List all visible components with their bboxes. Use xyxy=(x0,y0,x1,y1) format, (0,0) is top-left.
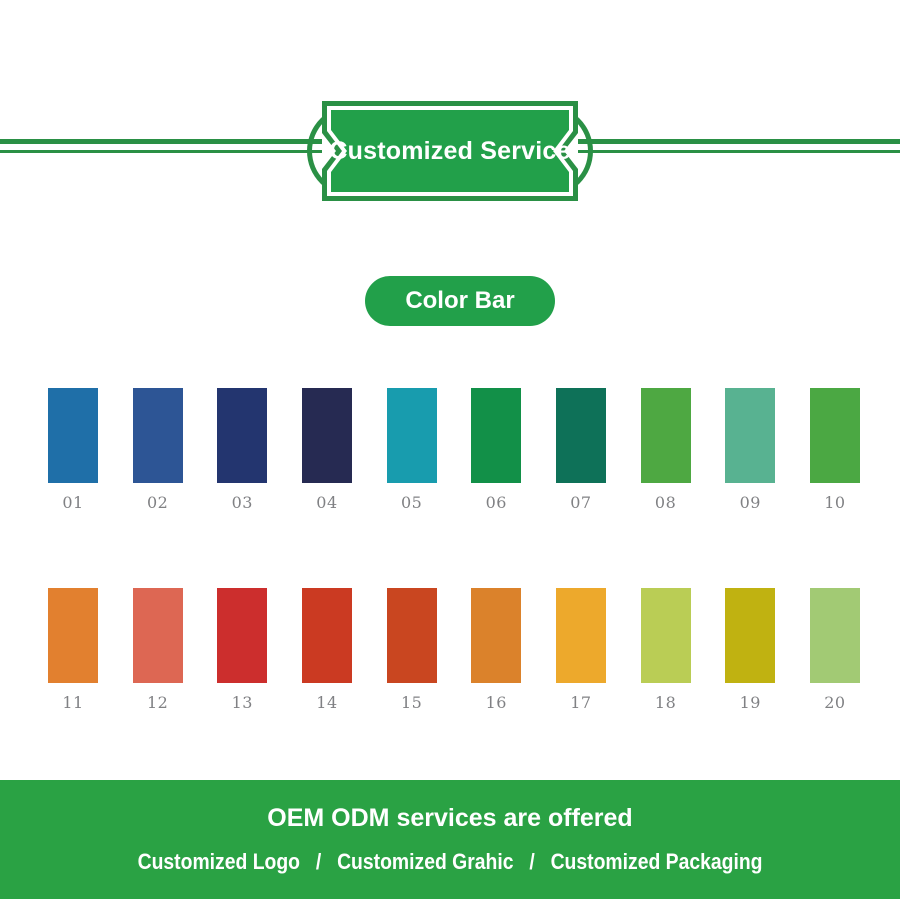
swatch-label: 01 xyxy=(62,493,84,512)
swatch-item[interactable]: 18 xyxy=(640,588,691,723)
swatch-label: 14 xyxy=(316,693,338,712)
swatch-item[interactable]: 19 xyxy=(725,588,776,723)
footer-separator: / xyxy=(529,849,535,874)
swatch-chip[interactable] xyxy=(132,588,183,683)
footer-banner: OEM ODM services are offered Customized … xyxy=(0,780,900,899)
swatch-label: 15 xyxy=(400,693,423,712)
swatch-row-1: 01 02 03 04 05 06 07 08 09 10 xyxy=(48,388,860,523)
swatch-chip[interactable] xyxy=(386,588,437,683)
swatch-item[interactable]: 20 xyxy=(809,588,860,723)
swatch-label: 03 xyxy=(231,493,253,512)
swatch-chip[interactable] xyxy=(555,388,606,483)
swatch-label: 02 xyxy=(146,493,169,512)
swatch-label: 20 xyxy=(824,693,846,712)
swatch-item[interactable]: 13 xyxy=(217,588,268,723)
swatch-item[interactable]: 07 xyxy=(555,388,606,523)
swatch-label: 04 xyxy=(316,493,338,512)
swatch-label: 16 xyxy=(485,693,507,712)
swatch-chip[interactable] xyxy=(217,588,268,683)
footer-headline: OEM ODM services are offered xyxy=(267,804,633,832)
swatch-chip[interactable] xyxy=(640,588,691,683)
swatch-item[interactable]: 10 xyxy=(809,388,860,523)
swatch-label: 11 xyxy=(62,693,84,712)
header-banner: Customized Service xyxy=(0,0,900,250)
swatch-label: 10 xyxy=(824,493,846,512)
swatch-chip[interactable] xyxy=(301,388,352,483)
swatch-chip[interactable] xyxy=(48,388,98,483)
swatch-chip[interactable] xyxy=(301,588,352,683)
swatch-chip[interactable] xyxy=(471,388,522,483)
swatch-chip[interactable] xyxy=(809,388,860,483)
swatch-item[interactable]: 05 xyxy=(386,388,437,523)
swatch-item[interactable]: 08 xyxy=(640,388,691,523)
swatch-item[interactable]: 09 xyxy=(725,388,776,523)
footer-service-logo: Customized Logo xyxy=(137,849,300,874)
swatch-row-2: 11 12 13 14 15 16 17 18 19 20 xyxy=(48,588,860,723)
swatch-item[interactable]: 17 xyxy=(555,588,606,723)
swatch-item[interactable]: 11 xyxy=(48,588,98,723)
swatch-label: 07 xyxy=(570,493,592,512)
swatch-chip[interactable] xyxy=(471,588,522,683)
swatch-chip[interactable] xyxy=(132,388,183,483)
swatch-chip[interactable] xyxy=(725,388,776,483)
swatch-item[interactable]: 16 xyxy=(471,588,522,723)
swatch-label: 19 xyxy=(739,693,761,712)
swatch-chip[interactable] xyxy=(640,388,691,483)
swatch-chip[interactable] xyxy=(725,588,776,683)
footer-separator: / xyxy=(315,849,322,874)
swatch-item[interactable]: 15 xyxy=(386,588,437,723)
swatch-item[interactable]: 04 xyxy=(301,388,352,523)
footer-service-graphic: Customized Grahic xyxy=(337,849,514,874)
swatch-chip[interactable] xyxy=(48,588,98,683)
swatch-item[interactable]: 06 xyxy=(471,388,522,523)
swatch-item[interactable]: 03 xyxy=(217,388,268,523)
swatch-label: 13 xyxy=(231,693,253,712)
swatch-label: 12 xyxy=(146,693,169,712)
swatch-chip[interactable] xyxy=(386,388,437,483)
swatch-item[interactable]: 02 xyxy=(132,388,183,523)
swatch-label: 06 xyxy=(485,493,507,512)
swatch-chip[interactable] xyxy=(217,388,268,483)
swatch-label: 05 xyxy=(400,493,423,512)
page-title: Customized Service xyxy=(329,136,571,165)
swatch-item[interactable]: 12 xyxy=(132,588,183,723)
swatch-label: 17 xyxy=(570,693,592,712)
banner-plaque: Customized Service xyxy=(322,101,578,201)
banner-plaque-shape xyxy=(322,101,578,201)
footer-service-packaging: Customized Packaging xyxy=(550,849,763,874)
color-bar-label: Color Bar xyxy=(405,287,515,314)
swatch-item[interactable]: 14 xyxy=(301,588,352,723)
color-bar-pill: Color Bar xyxy=(365,276,555,326)
footer-services: Customized Logo / Customized Grahic / Cu… xyxy=(138,849,763,875)
swatch-chip[interactable] xyxy=(809,588,860,683)
swatch-label: 09 xyxy=(739,493,761,512)
swatch-label: 08 xyxy=(654,493,677,512)
swatch-chip[interactable] xyxy=(555,588,606,683)
swatch-label: 18 xyxy=(654,693,677,712)
swatch-item[interactable]: 01 xyxy=(48,388,98,523)
